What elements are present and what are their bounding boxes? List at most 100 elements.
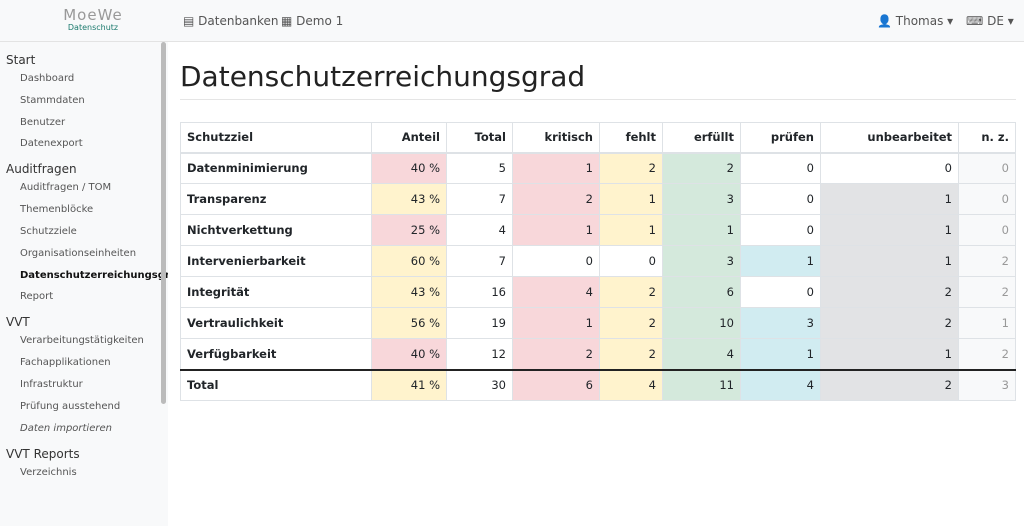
column-header[interactable]: fehlt: [599, 122, 663, 154]
column-header[interactable]: prüfen: [740, 122, 821, 154]
table-cell: 0: [740, 276, 821, 308]
table-cell: Nichtverkettung: [180, 214, 372, 246]
table-cell: 2: [599, 338, 663, 370]
table-cell: Vertraulichkeit: [180, 307, 372, 339]
table-cell: 2: [599, 307, 663, 339]
table-cell: Verfügbarkeit: [180, 338, 372, 370]
table-cell: 40 %: [371, 152, 447, 184]
user-menu[interactable]: 👤 Thomas ▾: [877, 14, 954, 28]
sidebar-link[interactable]: Prüfung ausstehend: [20, 400, 121, 412]
sidebar-link[interactable]: Fachapplikationen: [20, 357, 111, 369]
column-header[interactable]: Total: [446, 122, 513, 154]
table-cell: 1: [512, 307, 600, 339]
column-header[interactable]: erfüllt: [662, 122, 741, 154]
table-cell: 2: [958, 276, 1016, 308]
section-title[interactable]: Auditfragen: [6, 162, 77, 177]
sidebar-link[interactable]: Report: [20, 291, 54, 303]
table-cell: 2: [820, 276, 959, 308]
sidebar-link[interactable]: Stammdaten: [20, 94, 85, 106]
sidebar-link[interactable]: Themenblöcke: [20, 204, 94, 216]
sidebar-link[interactable]: Infrastruktur: [20, 378, 83, 390]
table-cell: Datenminimierung: [180, 152, 372, 184]
column-header[interactable]: Anteil: [371, 122, 447, 154]
sidebar-link[interactable]: Daten importieren: [20, 422, 112, 434]
table-cell: 6: [662, 276, 741, 308]
table-row: Transparenz 43 % 7 2 1 3 0 1 0: [180, 183, 1016, 215]
table-cell: 2: [599, 152, 663, 184]
table-cell: 2: [662, 152, 741, 184]
scrollbar[interactable]: [161, 42, 166, 404]
column-header[interactable]: Schutzziel: [180, 122, 372, 154]
table-cell: 1: [820, 214, 959, 246]
language-menu[interactable]: ⌨ DE ▾: [966, 14, 1014, 28]
nav-link[interactable]: ▦ Demo 1: [281, 14, 344, 28]
table-cell: 43 %: [371, 276, 447, 308]
sidebar-link[interactable]: Organisationseinheiten: [20, 247, 137, 259]
sidebar-link[interactable]: Auditfragen / TOM: [20, 182, 112, 194]
nav-link[interactable]: ▤ Datenbanken: [183, 14, 279, 28]
table-cell: 5: [446, 152, 513, 184]
logo[interactable]: MoeWe Datenschutz: [58, 7, 128, 32]
table-row: Vertraulichkeit 56 % 19 1 2 10 3 2 1: [180, 307, 1016, 339]
sidebar-link[interactable]: Dashboard: [20, 73, 75, 84]
table-cell: Total: [180, 368, 372, 401]
table-cell: 2: [820, 368, 959, 401]
nav-text: Datenbanken: [198, 14, 279, 28]
language: DE: [987, 14, 1004, 28]
sidebar-link[interactable]: Verzeichnis: [20, 466, 77, 478]
table-cell: 19: [446, 307, 513, 339]
table-cell: 1: [820, 245, 959, 277]
table-cell: 7: [446, 245, 513, 277]
table-row: Datenminimierung 40 % 5 1 2 2 0 0 0: [180, 152, 1016, 184]
column-header[interactable]: kritisch: [512, 122, 600, 154]
table-row: Total 41 % 30 6 4 11 4 2 3: [180, 368, 1016, 401]
table-cell: 4: [599, 368, 663, 401]
table-cell: 1: [512, 152, 600, 184]
table-cell: 4: [446, 214, 513, 246]
navbar: MoeWe Datenschutz ▤ Datenbanken ▦ Demo 1 …: [0, 0, 1024, 42]
table-cell: 56 %: [371, 307, 447, 339]
table-cell: 4: [662, 338, 741, 370]
table-cell: 11: [662, 368, 741, 401]
table-cell: 3: [740, 307, 821, 339]
column-header[interactable]: unbearbeitet: [820, 122, 959, 154]
column-header[interactable]: n. z.: [958, 122, 1016, 154]
table-cell: 3: [662, 183, 741, 215]
section-title[interactable]: Start: [6, 53, 36, 67]
table-cell: 0: [958, 152, 1016, 184]
sidebar: Start Dashboard Stammdaten Benutzer Datenexp…: [0, 42, 168, 526]
table-cell: 3: [662, 245, 741, 277]
table-cell: 2: [512, 338, 600, 370]
table-cell: 10: [662, 307, 741, 339]
sidebar-link[interactable]: Schutzziele: [20, 225, 77, 237]
table-row: Intervenierbarkeit 60 % 7 0 0 3 1 1 2: [180, 245, 1016, 277]
table-cell: 1: [599, 214, 663, 246]
table-cell: 1: [958, 307, 1016, 339]
table-cell: 1: [820, 183, 959, 215]
section-title[interactable]: VVT: [6, 315, 30, 330]
table-cell: 43 %: [371, 183, 447, 215]
table-cell: 0: [958, 183, 1016, 215]
table-cell: 4: [512, 276, 600, 308]
sidebar-link[interactable]: Datenexport: [20, 138, 83, 150]
sidebar-link[interactable]: Verarbeitungstätigkeiten: [20, 335, 144, 347]
table-cell: 16: [446, 276, 513, 308]
logo-name: MoeWe: [58, 7, 128, 23]
table-row: Integrität 43 % 16 4 2 6 0 2 2: [180, 276, 1016, 308]
sidebar-link[interactable]: Datenschutzerreichungsgrad: [20, 269, 168, 281]
table-cell: 0: [599, 245, 663, 277]
table-cell: 41 %: [371, 368, 447, 401]
table-cell: 40 %: [371, 338, 447, 370]
section-title[interactable]: VVT Reports: [6, 446, 80, 461]
sidebar-link[interactable]: Benutzer: [20, 116, 66, 128]
table-cell: 0: [512, 245, 600, 277]
table-cell: 1: [512, 214, 600, 246]
table-cell: 0: [740, 152, 821, 184]
table-cell: 1: [599, 183, 663, 215]
table-cell: 2: [820, 307, 959, 339]
table-cell: Intervenierbarkeit: [180, 245, 372, 277]
table-cell: Transparenz: [180, 183, 372, 215]
table-cell: 1: [820, 338, 959, 370]
table-cell: 2: [958, 338, 1016, 370]
